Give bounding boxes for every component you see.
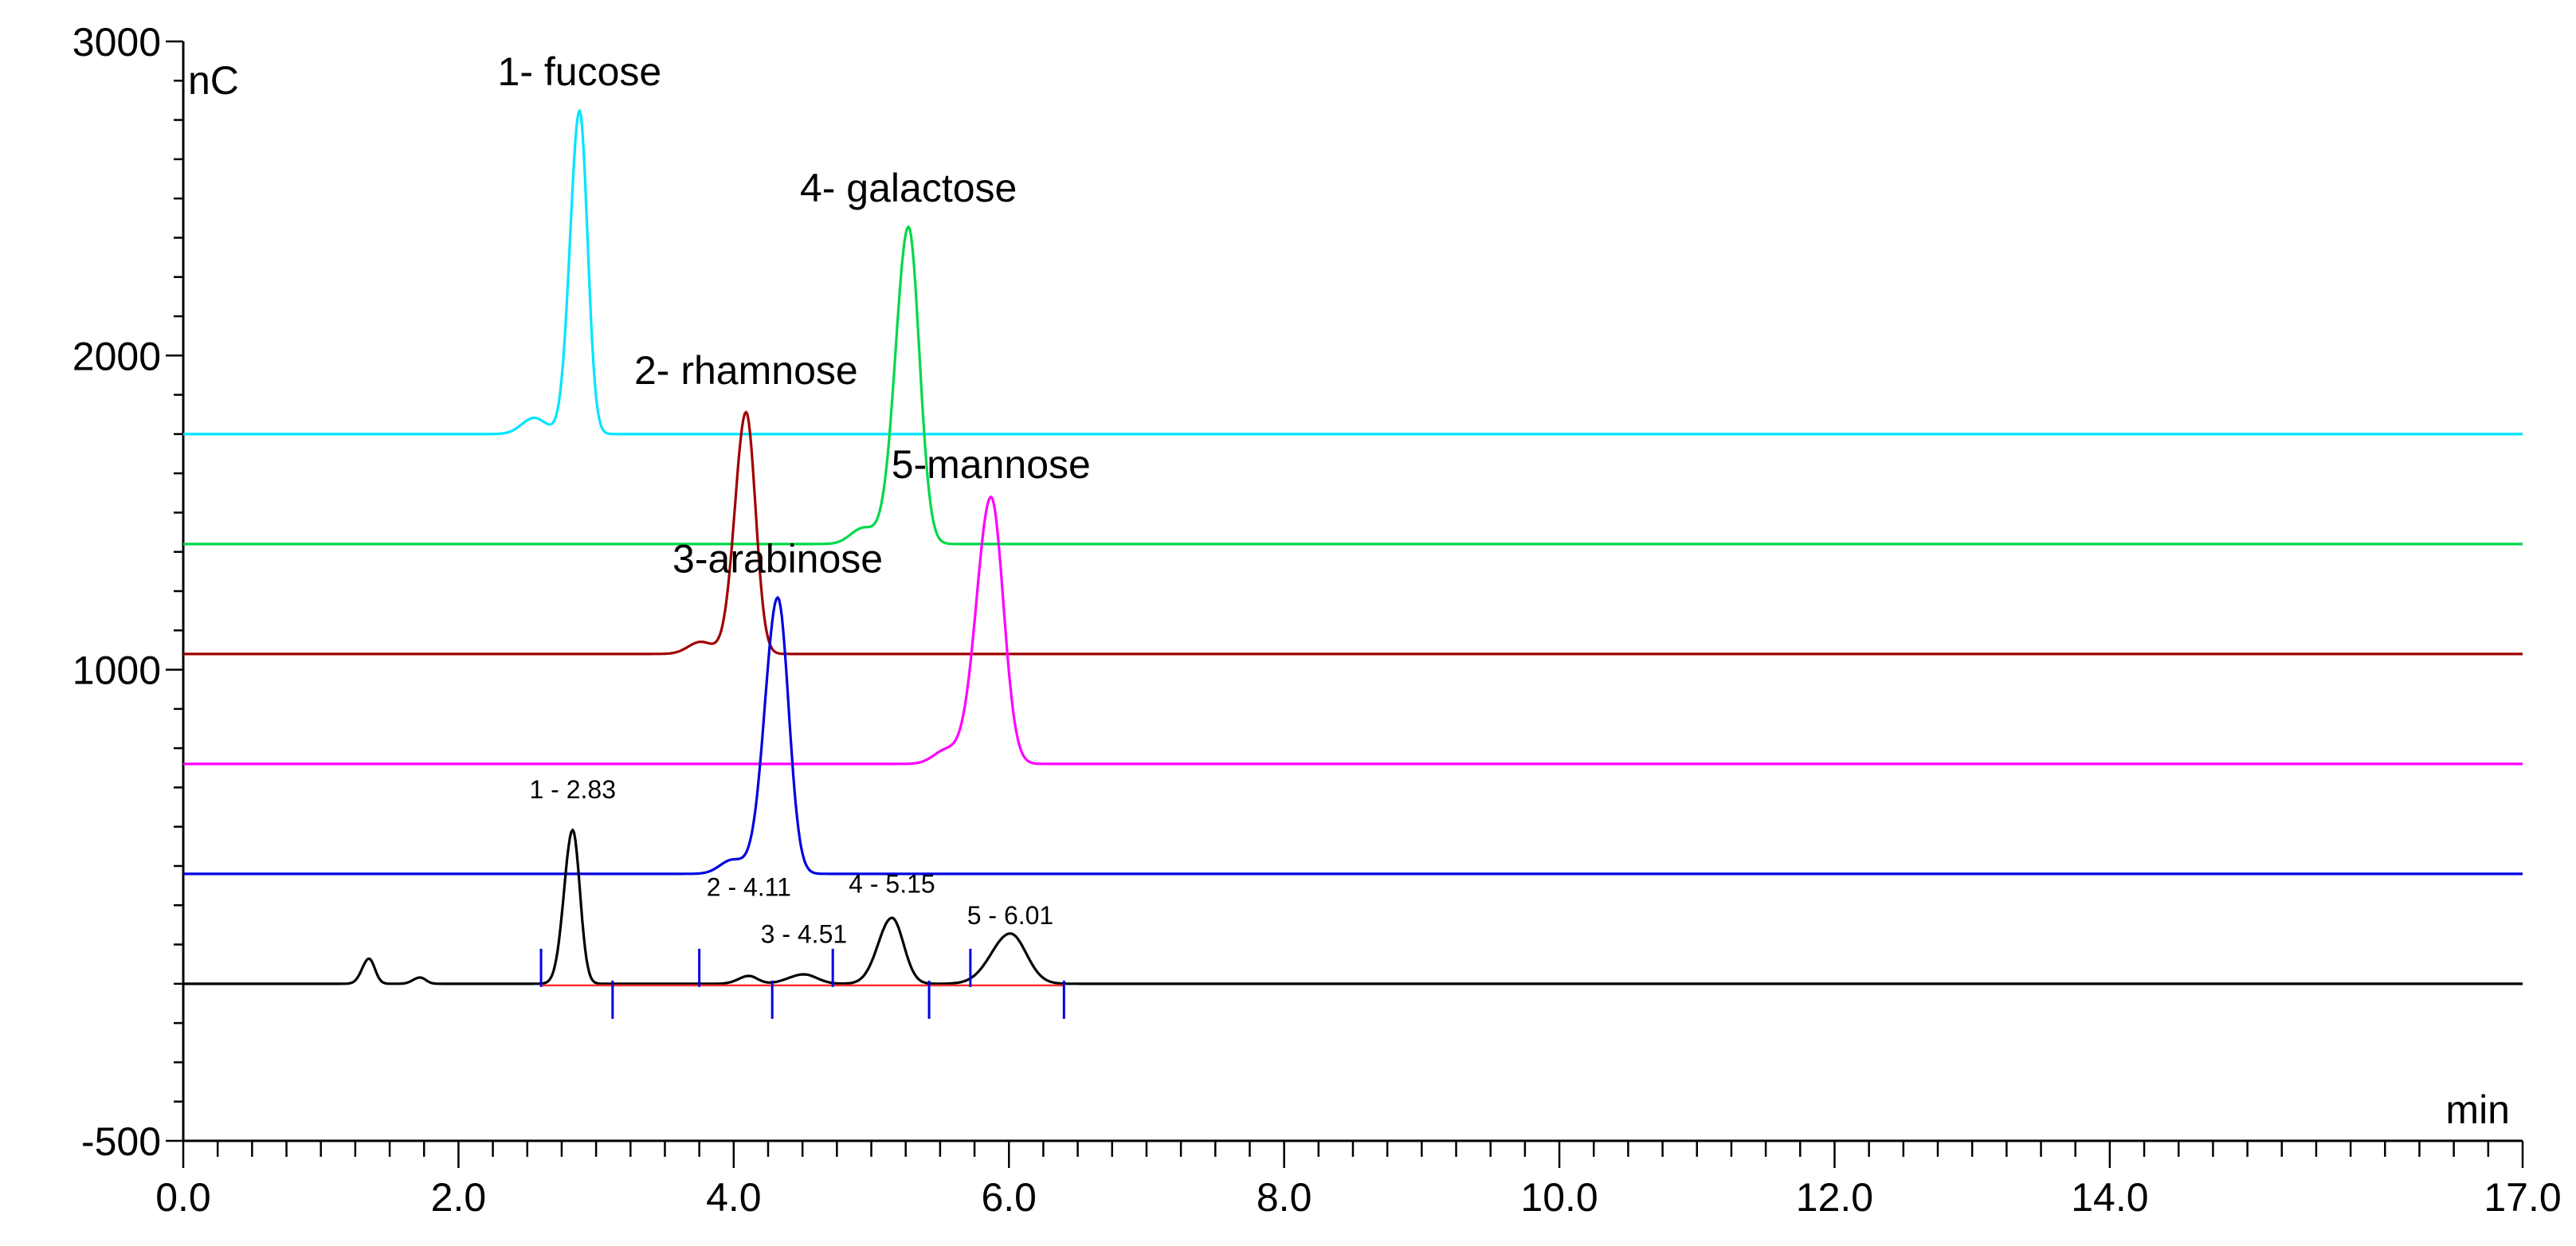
series-line-mannose (183, 496, 2523, 766)
axes: 0.0 2.0 4.0 6.0 8.0 10.0 12.0 14.0 17.0 -500 1000… (73, 20, 2562, 1220)
series-line-galactose (183, 225, 2523, 546)
y-axis-label: nC (188, 58, 239, 103)
x-tick-label: 17.0 (2484, 1175, 2561, 1220)
series-line-rhamnose (183, 410, 2523, 656)
x-tick-label: 8.0 (1257, 1175, 1312, 1220)
peak-rt-label: 4 - 5.15 (849, 870, 935, 899)
x-tick-label: 12.0 (1796, 1175, 1873, 1220)
annotation-layer: 1- fucose 4- galactose 2- rhamnose 5-mannos… (498, 49, 1091, 948)
y-minor-ticks (166, 40, 183, 1142)
x-axis-label: min (2445, 1087, 2510, 1132)
peak-rt-label: 3 - 4.51 (761, 920, 848, 949)
y-tick-label: -500 (81, 1119, 161, 1164)
peak-name-label: 3-arabinose (672, 536, 883, 581)
series-layer (183, 109, 2523, 1019)
peak-name-label: 1- fucose (498, 49, 662, 94)
series-line-arabinose (183, 596, 2523, 876)
x-tick-label: 14.0 (2071, 1175, 2148, 1220)
peak-name-label: 4- galactose (800, 166, 1017, 210)
peak-name-label: 2- rhamnose (634, 348, 858, 393)
x-tick-label: 4.0 (706, 1175, 762, 1220)
y-tick-label: 2000 (73, 334, 161, 378)
peak-rt-label: 1 - 2.83 (529, 775, 616, 804)
x-tick-label: 6.0 (981, 1175, 1037, 1220)
peak-rt-label: 5 - 6.01 (967, 901, 1054, 930)
x-tick-label: 2.0 (431, 1175, 487, 1220)
x-minor-ticks (182, 1141, 2524, 1168)
x-tick-labels: 0.0 2.0 4.0 6.0 8.0 10.0 12.0 14.0 17.0 (155, 1175, 2561, 1220)
x-tick-label: 0.0 (155, 1175, 211, 1220)
y-tick-label: 1000 (73, 648, 161, 693)
series-line-fucose (183, 109, 2523, 436)
y-tick-label: 3000 (73, 20, 161, 65)
x-tick-label: 10.0 (1520, 1175, 1598, 1220)
series-line-sample (183, 829, 2523, 985)
y-tick-labels: -500 1000 2000 3000 (73, 20, 161, 1164)
peak-rt-label: 2 - 4.11 (707, 872, 791, 901)
peak-name-label: 5-mannose (892, 442, 1091, 487)
